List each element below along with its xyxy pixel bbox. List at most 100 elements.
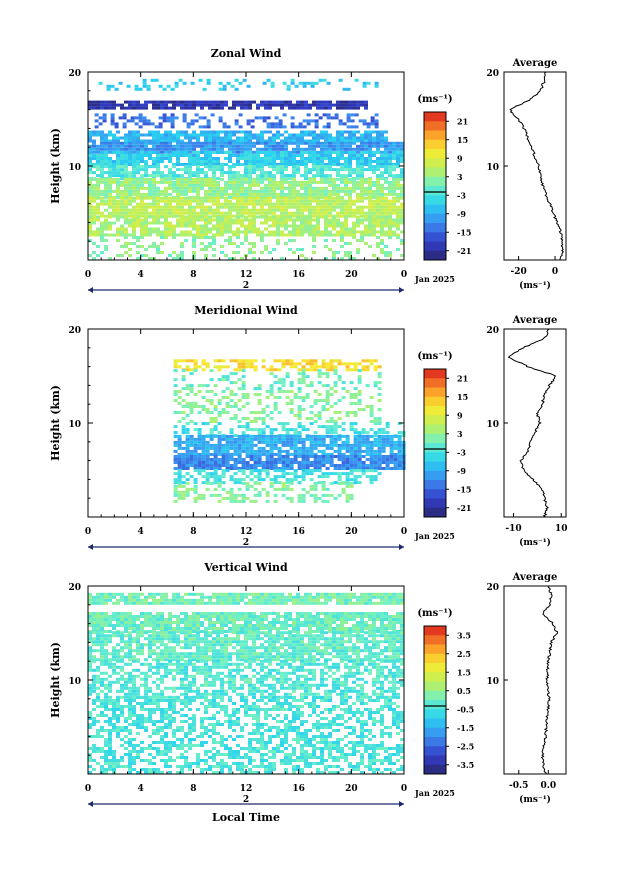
heatmap-cell <box>212 197 216 200</box>
heatmap-cell <box>374 359 378 362</box>
heatmap-cell <box>288 190 292 193</box>
heatmap-cell <box>132 154 136 157</box>
heatmap-cell <box>358 362 362 365</box>
heatmap-cell <box>316 101 320 104</box>
heatmap-cell <box>292 184 296 187</box>
heatmap-cell <box>314 494 318 497</box>
heatmap-cell <box>260 231 264 234</box>
heatmap-cell <box>318 375 322 378</box>
heatmap-cell <box>244 157 248 160</box>
heatmap-cell <box>304 225 308 228</box>
heatmap-cell <box>270 450 274 453</box>
heatmap-cell <box>96 181 100 184</box>
heatmap-cell <box>112 197 116 200</box>
heatmap-cell <box>266 494 270 497</box>
heatmap-cell <box>274 475 278 478</box>
heatmap-cell <box>296 151 300 154</box>
heatmap-cell <box>302 444 306 447</box>
heatmap-cell <box>339 119 343 122</box>
heatmap-cell <box>235 88 239 91</box>
heatmap-cell <box>344 107 348 110</box>
heatmap-cell <box>302 464 306 467</box>
heatmap-cell <box>200 171 204 174</box>
heatmap-cell <box>310 362 314 365</box>
heatmap-cell <box>364 163 368 166</box>
heatmap-cell <box>334 464 338 467</box>
heatmap-cell <box>316 197 320 200</box>
heatmap-cell <box>268 107 272 110</box>
heatmap-cell <box>230 500 234 503</box>
heatmap-cell <box>294 475 298 478</box>
heatmap-cell <box>188 178 192 181</box>
heatmap-cell <box>336 163 340 166</box>
heatmap-cell <box>108 178 112 181</box>
heatmap-cell <box>392 197 396 200</box>
heatmap-cell <box>310 444 314 447</box>
heatmap-cell <box>300 187 304 190</box>
heatmap-cell <box>315 82 319 85</box>
heatmap-cell <box>88 137 92 140</box>
heatmap-cell <box>254 438 258 441</box>
heatmap-cell <box>96 131 100 134</box>
colorbar-segment <box>424 443 446 453</box>
heatmap-cell <box>160 216 164 219</box>
heatmap-cell <box>256 203 260 206</box>
heatmap-cell <box>124 236 128 239</box>
heatmap-cell <box>326 368 330 371</box>
heatmap-cell <box>336 193 340 196</box>
heatmap-cell <box>196 197 200 200</box>
heatmap-cell <box>320 165 324 168</box>
heatmap-cell <box>192 254 196 257</box>
heatmap-cell <box>100 215 104 218</box>
heatmap-cell <box>202 450 206 453</box>
heatmap-cell <box>192 163 196 166</box>
heatmap-cell <box>116 178 120 181</box>
heatmap-cell <box>188 225 192 228</box>
heatmap-cell <box>294 472 298 475</box>
heatmap-cell <box>296 171 300 174</box>
heatmap-cell <box>184 107 188 110</box>
heatmap-cell <box>376 222 380 225</box>
heatmap-cell <box>188 231 192 234</box>
heatmap-cell <box>103 116 107 119</box>
heatmap-cell <box>92 599 96 602</box>
heatmap-cell <box>372 131 376 134</box>
heatmap-cell <box>342 458 346 461</box>
heatmap-cell <box>136 596 140 599</box>
heatmap-cell <box>338 475 342 478</box>
heatmap-cell <box>140 212 144 215</box>
heatmap-cell <box>292 160 296 163</box>
heatmap-cell <box>140 236 144 239</box>
heatmap-cell <box>254 417 258 420</box>
heatmap-cell <box>246 438 250 441</box>
heatmap-cell <box>324 234 328 237</box>
heatmap-cell <box>344 104 348 107</box>
heatmap-cell <box>370 435 374 438</box>
heatmap-cell <box>272 209 276 212</box>
heatmap-cell <box>378 441 382 444</box>
heatmap-cell <box>188 593 192 596</box>
heatmap-cell <box>304 151 308 154</box>
heatmap-cell <box>240 203 244 206</box>
heatmap-cell <box>100 142 104 145</box>
heatmap-cell <box>108 142 112 145</box>
profile-x-unit: (ms⁻¹) <box>519 537 551 548</box>
heatmap-cell <box>214 464 218 467</box>
heatmap-cell <box>364 225 368 228</box>
heatmap-cell <box>144 187 148 190</box>
heatmap-cell <box>242 444 246 447</box>
heatmap-cell <box>268 596 272 599</box>
colorbar-tick-label: 21 <box>457 373 468 383</box>
heatmap-cell <box>248 593 252 596</box>
heatmap-cell <box>376 187 380 190</box>
heatmap-cell <box>262 488 266 491</box>
heatmap-cell <box>396 145 400 148</box>
heatmap-cell <box>226 387 230 390</box>
heatmap-cell <box>236 148 240 151</box>
heatmap-cell <box>294 447 298 450</box>
heatmap-cell <box>324 104 328 107</box>
heatmap-cell <box>360 178 364 181</box>
heatmap-cell <box>320 190 324 193</box>
heatmap-cell <box>136 165 140 168</box>
heatmap-cell <box>192 145 196 148</box>
